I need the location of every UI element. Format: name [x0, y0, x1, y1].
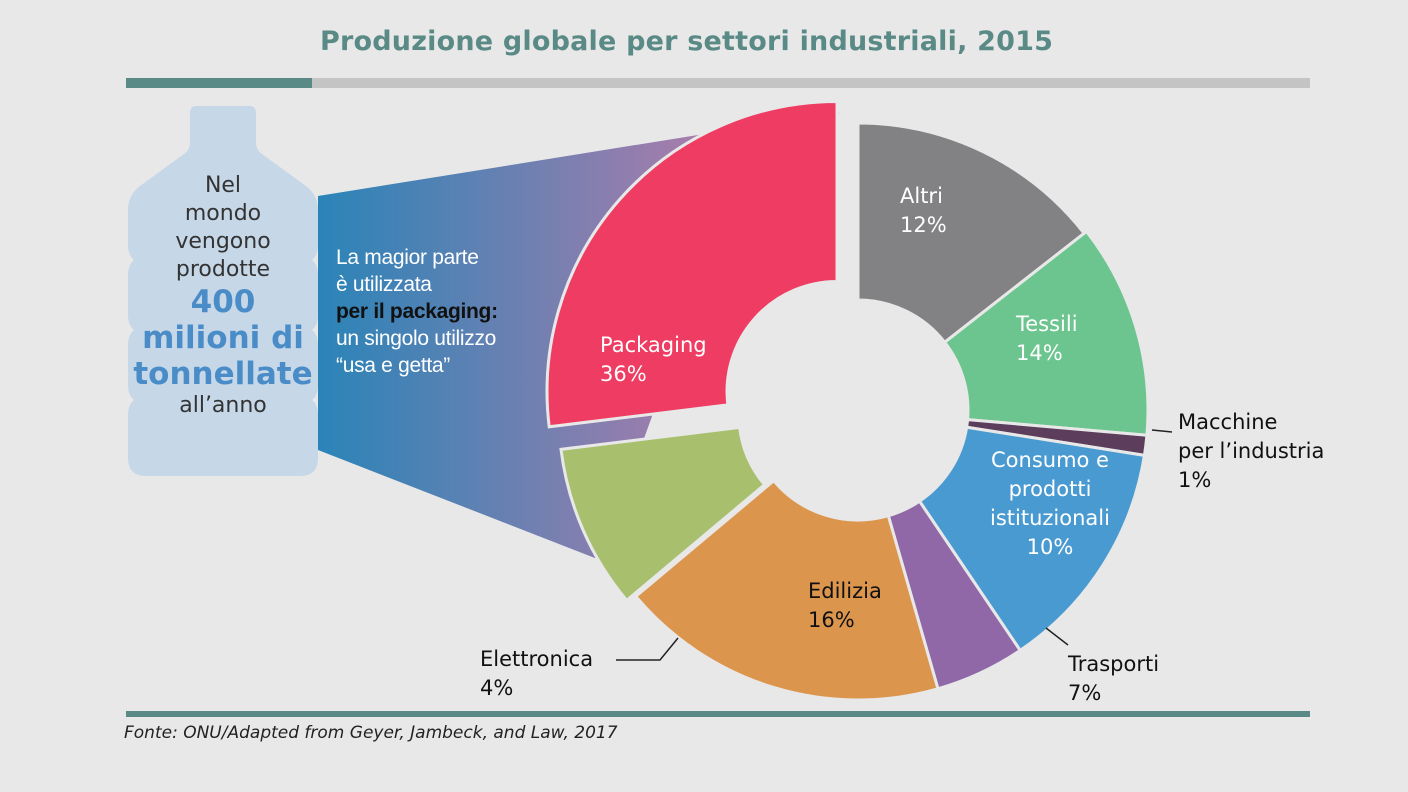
slice-labels: Altri 12% Tessili 14% Macchine per l’industri… — [480, 184, 1324, 705]
callout-line-5: “usa e getta” — [336, 354, 450, 377]
bottle-icon — [128, 106, 318, 476]
packaging-callout-text: La magior parte è utilizzata per il pack… — [336, 244, 556, 379]
leader-lines — [616, 429, 1173, 661]
slice-packaging — [545, 99, 839, 429]
bottle-line-1: Nel — [204, 173, 242, 198]
slice-consumo-e-prodotti-istituzionali — [917, 425, 1147, 653]
title-underline-accent — [126, 78, 312, 88]
slice-edilizia — [633, 478, 940, 702]
callout-line-4: un singolo utilizzo — [336, 327, 497, 350]
bottle-line-last: all’anno — [179, 393, 267, 418]
label-consumo-e-prodotti-istituzionali: Consumo e prodotti istituzionali 10% — [990, 448, 1110, 559]
leader-trasporti — [1045, 627, 1069, 646]
label-packaging: Packaging 36% — [600, 333, 707, 386]
slice-tessili — [942, 229, 1150, 437]
label-edilizia: Edilizia 16% — [808, 579, 882, 632]
callout-line-2: è utilizzata — [336, 273, 432, 296]
bottle-line-3: vengono — [175, 229, 271, 254]
bottle-highlight-3: tonnellate — [133, 356, 313, 392]
label-tessili: Tessili 14% — [1015, 312, 1078, 365]
pie-slices — [545, 99, 1150, 702]
bottle-highlight-1: 400 — [190, 284, 256, 320]
footer-rule — [126, 711, 1310, 717]
label-elettronica: Elettronica 4% — [480, 647, 593, 700]
slice-elettronica — [559, 425, 767, 603]
bottle-line-4: prodotte — [175, 257, 271, 282]
callout-line-bold: per il packaging: — [336, 300, 498, 323]
label-macchine-per-l-industria: Macchine per l’industria 1% — [1178, 410, 1324, 492]
label-trasporti: Trasporti 7% — [1067, 652, 1159, 705]
label-altri: Altri 12% — [900, 184, 947, 237]
bottle-caption: Nel mondo vengono prodotte 400 milioni d… — [128, 172, 318, 420]
bottle-line-2: mondo — [184, 201, 262, 226]
title-underline — [126, 78, 1310, 88]
leader-macchine — [1151, 429, 1173, 433]
source-note: Fonte: ONU/Adapted from Geyer, Jambeck, … — [124, 723, 618, 743]
chart-title: Produzione globale per settori industria… — [320, 26, 1054, 57]
slice-altri — [856, 121, 1087, 345]
callout-line-1: La magior parte — [336, 246, 479, 269]
bottle-highlight-2: milioni di — [142, 320, 304, 356]
leader-elettronica — [616, 637, 679, 661]
